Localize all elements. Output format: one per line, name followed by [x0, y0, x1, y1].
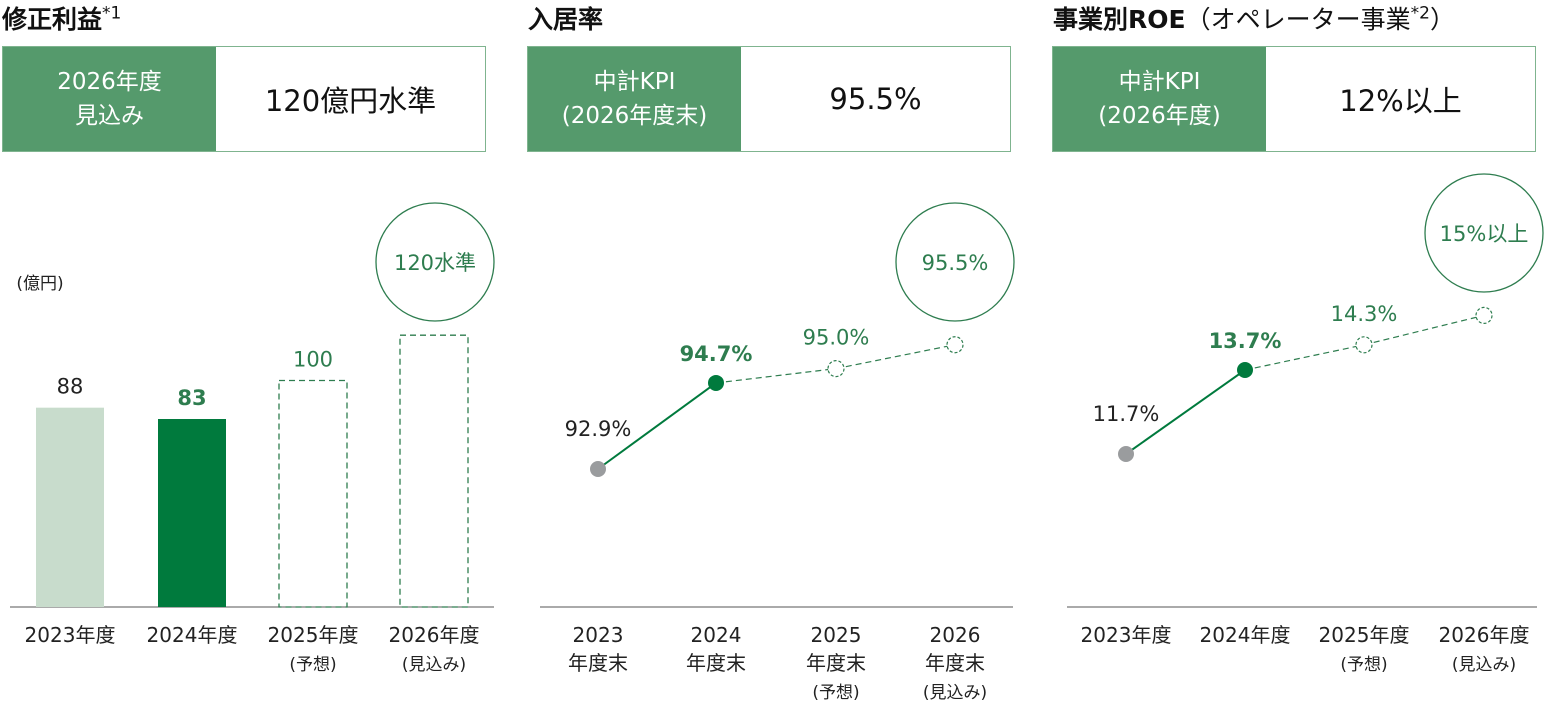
- occupancy-point-forecast: [946, 336, 964, 354]
- occupancy-line-segment: [597, 382, 717, 470]
- kpi-box-roe: 中計KPI (2026年度) 12%以上: [1052, 46, 1536, 152]
- panel-title-occupancy: 入居率: [528, 0, 603, 36]
- bar-data-label: 88: [57, 375, 84, 399]
- bar-tick-label: 2026年度: [389, 623, 480, 647]
- occupancy-point: [590, 461, 606, 477]
- occupancy-tick-label: 年度末: [925, 651, 985, 675]
- occupancy-forecast-segment: [835, 344, 956, 370]
- panel-title-roe: 事業別ROE（オペレーター事業*2）: [1053, 0, 1455, 36]
- roe-forecast-segment: [1244, 344, 1365, 371]
- kpi-label-line: (2026年度末): [561, 103, 708, 129]
- roe-target-label: 15%以上: [1440, 222, 1529, 246]
- roe-point-forecast: [1355, 336, 1373, 354]
- occupancy-target-circle: [895, 202, 1015, 322]
- occupancy-tick-label: 2023: [573, 623, 624, 647]
- kpi-label-line: (2026年度): [1098, 103, 1221, 129]
- occupancy-data-label: 95.0%: [803, 326, 870, 350]
- occupancy-point-forecast: [827, 360, 845, 378]
- occupancy-tick-label: 2026: [930, 623, 981, 647]
- roe-forecast-segment: [1363, 314, 1485, 346]
- kpi-label-line: 中計KPI: [593, 69, 676, 95]
- roe-tick-label: 2025年度: [1319, 623, 1410, 647]
- target-circle: [375, 202, 495, 322]
- title-text: 修正利益: [2, 5, 103, 34]
- roe-point: [1118, 446, 1134, 462]
- bar: [158, 419, 226, 607]
- kpi-box-profit: 2026年度 見込み 120億円水準: [2, 46, 486, 152]
- bar-tick-label: 2024年度: [147, 623, 238, 647]
- roe-point-forecast: [1475, 306, 1493, 324]
- roe-tick-label: 2026年度: [1439, 623, 1530, 647]
- roe-tick-label: 2023年度: [1081, 623, 1172, 647]
- bar-tick-label: 2025年度: [268, 623, 359, 647]
- occupancy-point: [708, 374, 724, 391]
- roe-target-circle: [1424, 173, 1544, 293]
- footnote-mark: *1: [102, 3, 122, 24]
- bar-forecast: [399, 334, 469, 608]
- occupancy-tick-label: 年度末: [686, 651, 746, 675]
- occupancy-forecast-segment: [715, 368, 837, 384]
- kpi-label-line: 見込み: [75, 103, 144, 129]
- roe-tick-label: (見込み): [1452, 655, 1516, 675]
- bar-data-label: 100: [293, 348, 333, 372]
- bar-tick-label: (見込み): [402, 655, 466, 675]
- kpi-value: 12%以上: [1339, 84, 1462, 118]
- bar-data-label: 83: [177, 386, 206, 410]
- occupancy-tick-label: 2024: [691, 623, 742, 647]
- title-paren: （オペレーター事業: [1185, 5, 1411, 34]
- kpi-label-line: 2026年度: [57, 69, 162, 95]
- occupancy-tick-label: (予想): [812, 683, 859, 703]
- kpi-label: 中計KPI (2026年度): [1053, 47, 1266, 151]
- roe-tick-label: (予想): [1340, 655, 1387, 675]
- roe-tick-label: 2024年度: [1200, 623, 1291, 647]
- bar-tick-label: 2023年度: [25, 623, 116, 647]
- roe-line-segment: [1125, 369, 1246, 455]
- bar-tick-label: (予想): [289, 655, 336, 675]
- title-text: 事業別ROE: [1053, 5, 1186, 34]
- occupancy-tick-label: 年度末: [806, 651, 866, 675]
- occupancy-tick-label: (見込み): [923, 683, 987, 703]
- footnote-mark: *2: [1410, 3, 1430, 24]
- occupancy-tick-label: 年度末: [568, 651, 628, 675]
- kpi-value: 95.5%: [829, 82, 922, 116]
- target-label: 120水準: [394, 251, 476, 275]
- kpi-label: 中計KPI (2026年度末): [528, 47, 741, 151]
- roe-data-label: 14.3%: [1331, 302, 1398, 326]
- kpi-box-occupancy: 中計KPI (2026年度末) 95.5%: [527, 46, 1011, 152]
- unit-label: (億円): [16, 274, 63, 294]
- occupancy-target-label: 95.5%: [922, 251, 989, 275]
- kpi-label-line: 中計KPI: [1118, 69, 1201, 95]
- bar-forecast: [278, 379, 348, 608]
- roe-data-label: 13.7%: [1209, 329, 1282, 353]
- occupancy-data-label: 92.9%: [565, 417, 632, 441]
- roe-data-label: 11.7%: [1093, 402, 1160, 426]
- title-text: 入居率: [528, 5, 604, 34]
- title-close: ）: [1429, 5, 1455, 34]
- panel-title-profit: 修正利益*1: [2, 0, 121, 36]
- kpi-label: 2026年度 見込み: [3, 47, 216, 151]
- kpi-value: 120億円水準: [264, 84, 437, 118]
- roe-point: [1237, 362, 1253, 378]
- bar: [36, 407, 104, 607]
- occupancy-data-label: 94.7%: [680, 342, 753, 366]
- occupancy-tick-label: 2025: [811, 623, 862, 647]
